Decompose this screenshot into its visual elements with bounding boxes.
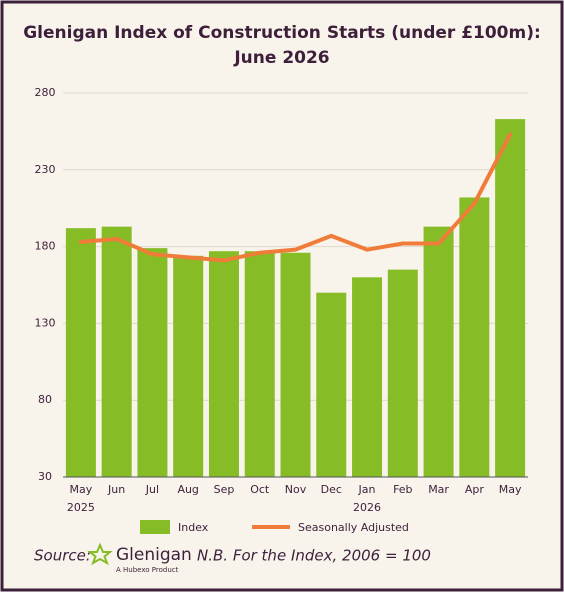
x-tick-label: Jun: [107, 483, 125, 496]
legend-label: Seasonally Adjusted: [298, 521, 409, 534]
x-tick-label: Apr: [465, 483, 485, 496]
bar: [280, 252, 311, 477]
x-tick-label: Feb: [393, 483, 412, 496]
bar: [316, 292, 347, 477]
x-tick-label: Dec: [321, 483, 342, 496]
legend-swatch: [140, 520, 170, 534]
x-tick-label: Nov: [285, 483, 307, 496]
bar: [387, 269, 418, 477]
bar: [208, 251, 239, 477]
y-tick-label: 180: [35, 240, 56, 253]
footnote: N.B. For the Index, 2006 = 100: [197, 547, 431, 565]
bar: [423, 226, 454, 477]
x-tick-label: Jan: [358, 483, 376, 496]
logo-icon: [87, 542, 113, 566]
year-label: 2026: [353, 501, 381, 514]
bar: [495, 119, 526, 477]
x-tick-label: May: [499, 483, 522, 496]
x-tick-label: Jul: [145, 483, 159, 496]
y-tick-label: 30: [38, 470, 52, 483]
y-tick-label: 280: [35, 86, 56, 99]
bar: [173, 255, 204, 477]
legend-label: Index: [178, 521, 209, 534]
x-tick-label: May: [70, 483, 93, 496]
bar: [244, 251, 275, 477]
year-label: 2025: [67, 501, 95, 514]
logo-tagline: A Hubexo Product: [116, 566, 179, 574]
chart-subtitle: June 2026: [233, 48, 329, 68]
bar: [137, 248, 168, 477]
bar: [101, 226, 132, 477]
bar: [65, 228, 96, 477]
x-tick-label: Sep: [214, 483, 235, 496]
logo-text: Glenigan: [116, 545, 192, 565]
y-tick-label: 80: [38, 393, 52, 406]
line: [78, 132, 513, 263]
y-tick-label: 130: [35, 316, 56, 329]
chart-title: Glenigan Index of Construction Starts (u…: [23, 23, 541, 43]
x-tick-label: Mar: [428, 483, 449, 496]
x-tick-label: Oct: [250, 483, 270, 496]
bar: [459, 197, 490, 477]
x-tick-label: Aug: [177, 483, 198, 496]
bar: [352, 277, 383, 477]
source-label: Source:: [34, 547, 91, 565]
y-tick-label: 230: [35, 163, 56, 176]
